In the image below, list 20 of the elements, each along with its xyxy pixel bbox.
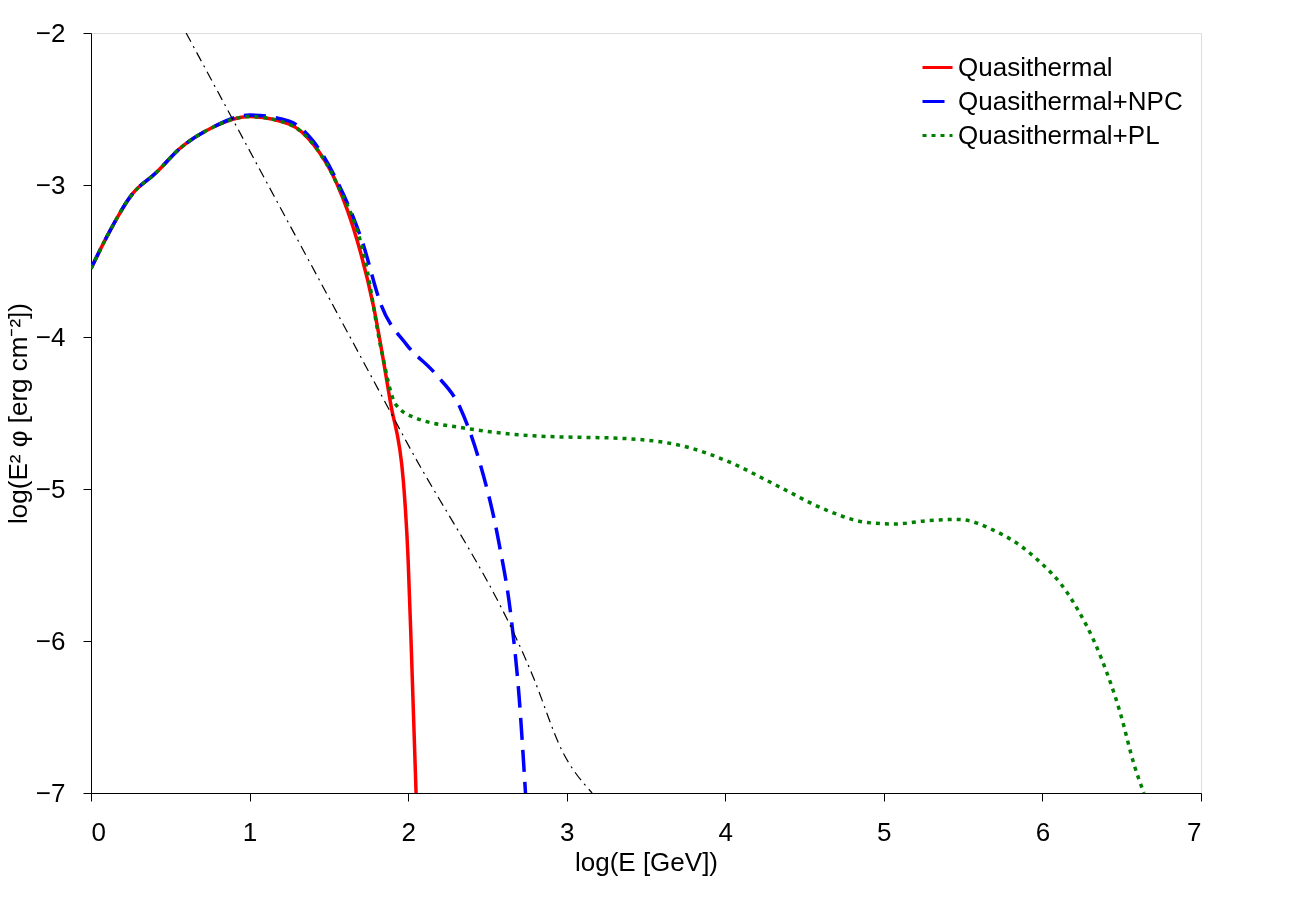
legend-label: Quasithermal — [958, 51, 1113, 82]
x-tick-label: 5 — [877, 816, 892, 847]
y-tick-label: −4 — [35, 321, 66, 352]
x-tick-label: 0 — [91, 816, 106, 847]
y-tick-label: −3 — [35, 169, 66, 200]
x-axis-title: log(E [GeV]) — [574, 846, 719, 877]
x-tick-label: 4 — [718, 816, 734, 847]
x-tick-label: 2 — [401, 816, 416, 847]
x-tick-label: 7 — [1187, 816, 1202, 847]
y-axis-title: log(E² φ [erg cm⁻²]) — [2, 303, 33, 524]
legend-label: Quasithermal+PL — [958, 119, 1160, 150]
x-tick-label: 3 — [559, 816, 575, 847]
x-tick-label: 6 — [1035, 816, 1051, 847]
y-tick-label: −6 — [35, 625, 66, 656]
y-tick-label: −2 — [35, 17, 66, 48]
x-tick-label: 1 — [242, 816, 258, 847]
legend-label: Quasithermal+NPC — [958, 85, 1183, 116]
line-series — [91, 113, 528, 793]
y-tick-label: −7 — [35, 777, 66, 808]
y-tick-label: −5 — [35, 473, 66, 504]
